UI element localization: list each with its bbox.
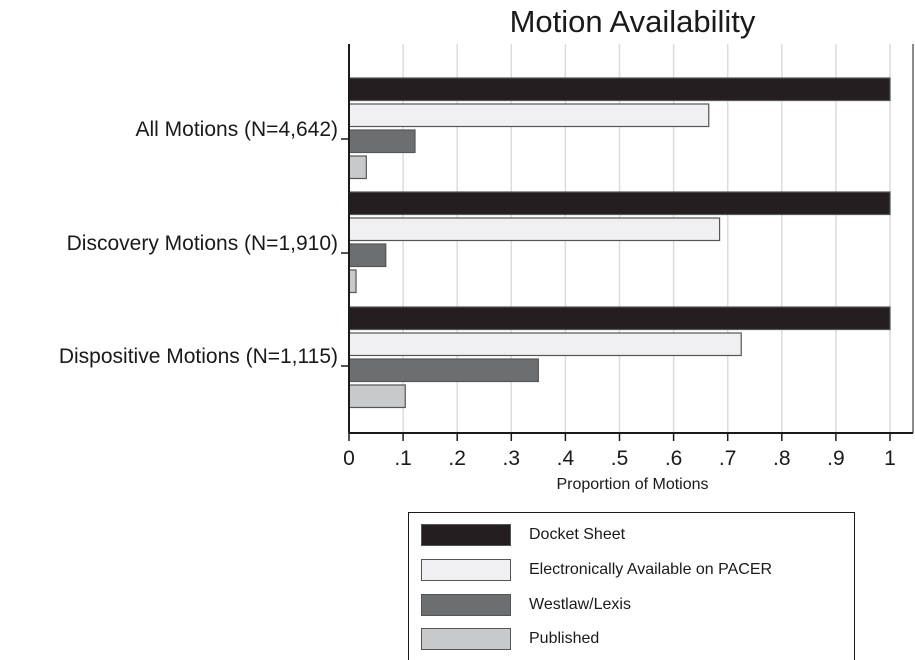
legend-item-docket-sheet: Docket Sheet xyxy=(421,523,625,547)
legend-item-pacer: Electronically Available on PACER xyxy=(421,558,772,582)
chart-title: Motion Availability xyxy=(509,4,756,39)
x-tick-label-2: .2 xyxy=(448,447,466,470)
category-label-discovery-motions: Discovery Motions (N=1,910) xyxy=(66,232,338,255)
x-tick-label-4: .4 xyxy=(556,447,575,470)
bar-electronically-available-on-pacer-1 xyxy=(348,217,721,242)
legend-item-published: Published xyxy=(421,627,599,651)
x-tick-label-9: .9 xyxy=(827,447,845,470)
x-tick-label-6: .6 xyxy=(664,447,683,470)
legend-label-published: Published xyxy=(529,630,600,647)
bar-published-2 xyxy=(348,384,406,409)
legend-label-docket-sheet: Docket Sheet xyxy=(529,526,626,543)
bar-published-0 xyxy=(348,155,367,180)
legend-swatch-published xyxy=(421,628,511,650)
x-tick-label-7: .7 xyxy=(718,447,737,470)
legend-swatch-docket-sheet xyxy=(421,524,511,546)
x-tick-label-5: .5 xyxy=(610,447,629,470)
x-tick-label-3: .3 xyxy=(502,447,521,470)
bar-westlaw-lexis-1 xyxy=(348,243,387,268)
x-tick-label-0: 0 xyxy=(343,447,355,470)
legend-swatch-westlaw-lexis xyxy=(421,594,511,616)
bar-published-1 xyxy=(348,269,357,294)
bar-electronically-available-on-pacer-2 xyxy=(348,332,742,357)
legend-swatch-pacer xyxy=(421,559,511,581)
x-tick-label-10: 1 xyxy=(884,447,896,470)
legend-item-westlaw-lexis: Westlaw/Lexis xyxy=(421,593,631,617)
bar-westlaw-lexis-2 xyxy=(348,358,539,383)
bar-docket-sheet-2 xyxy=(348,306,891,331)
bar-electronically-available-on-pacer-0 xyxy=(348,103,710,128)
bar-westlaw-lexis-0 xyxy=(348,129,416,154)
legend-label-westlaw-lexis: Westlaw/Lexis xyxy=(529,596,631,613)
x-tick-label-1: .1 xyxy=(394,447,412,470)
x-tick-label-8: .8 xyxy=(773,447,791,470)
category-label-all-motions: All Motions (N=4,642) xyxy=(135,118,338,141)
legend-label-pacer: Electronically Available on PACER xyxy=(529,561,773,578)
x-axis-label: Proportion of Motions xyxy=(556,476,709,493)
bar-docket-sheet-0 xyxy=(348,77,891,102)
bar-docket-sheet-1 xyxy=(348,191,891,216)
legend: Docket Sheet Electronically Available on… xyxy=(408,512,855,660)
category-label-dispositive-motions: Dispositive Motions (N=1,115) xyxy=(58,345,338,368)
